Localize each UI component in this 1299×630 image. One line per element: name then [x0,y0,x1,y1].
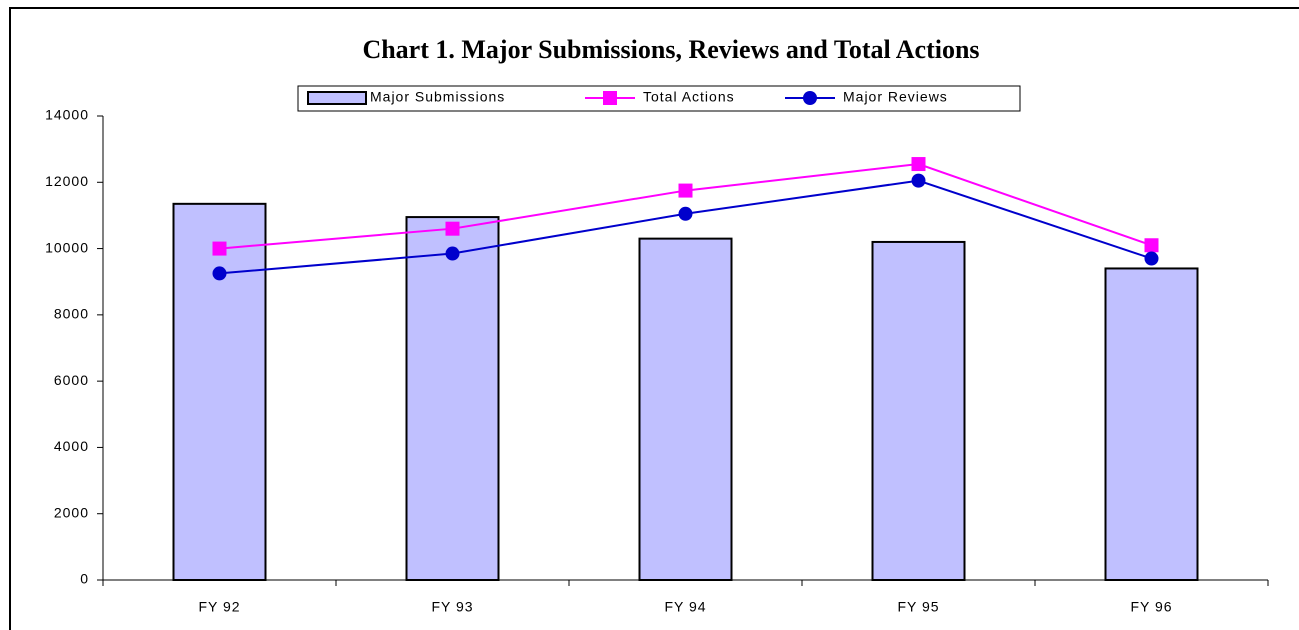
point [911,157,926,172]
legend-swatch [307,91,367,105]
x-tick-label: FY 95 [897,599,939,615]
y-tick-label: 14000 [45,107,89,123]
bar [638,237,733,581]
bar [1104,267,1199,581]
legend-label: Total Actions [643,89,735,105]
x-tick-label: FY 92 [198,599,240,615]
chart-frame [9,7,1299,630]
point [445,221,460,236]
point [911,173,926,188]
legend-marker [803,91,817,105]
y-tick-label: 4000 [54,438,89,454]
point [212,241,227,256]
y-tick-label: 10000 [45,239,89,255]
y-tick-label: 2000 [54,504,89,520]
x-tick-label: FY 93 [431,599,473,615]
legend-box [297,85,1021,112]
x-tick-label: FY 96 [1130,599,1172,615]
x-tick-label: FY 94 [664,599,706,615]
legend-marker [603,91,617,105]
legend-label: Major Reviews [843,89,948,105]
bar [871,240,966,581]
line [219,163,1152,250]
y-tick-label: 6000 [54,372,89,388]
point [1144,238,1159,253]
point [1144,251,1159,266]
y-tick-label: 12000 [45,173,89,189]
y-tick-label: 0 [80,571,89,587]
bar [405,216,500,581]
point [212,266,227,281]
y-tick-label: 8000 [54,306,89,322]
chart-title: Chart 1. Major Submissions, Reviews and … [362,35,979,64]
point [445,246,460,261]
legend-label: Major Submissions [370,89,505,105]
bar [172,202,267,581]
point [678,183,693,198]
point [678,206,693,221]
